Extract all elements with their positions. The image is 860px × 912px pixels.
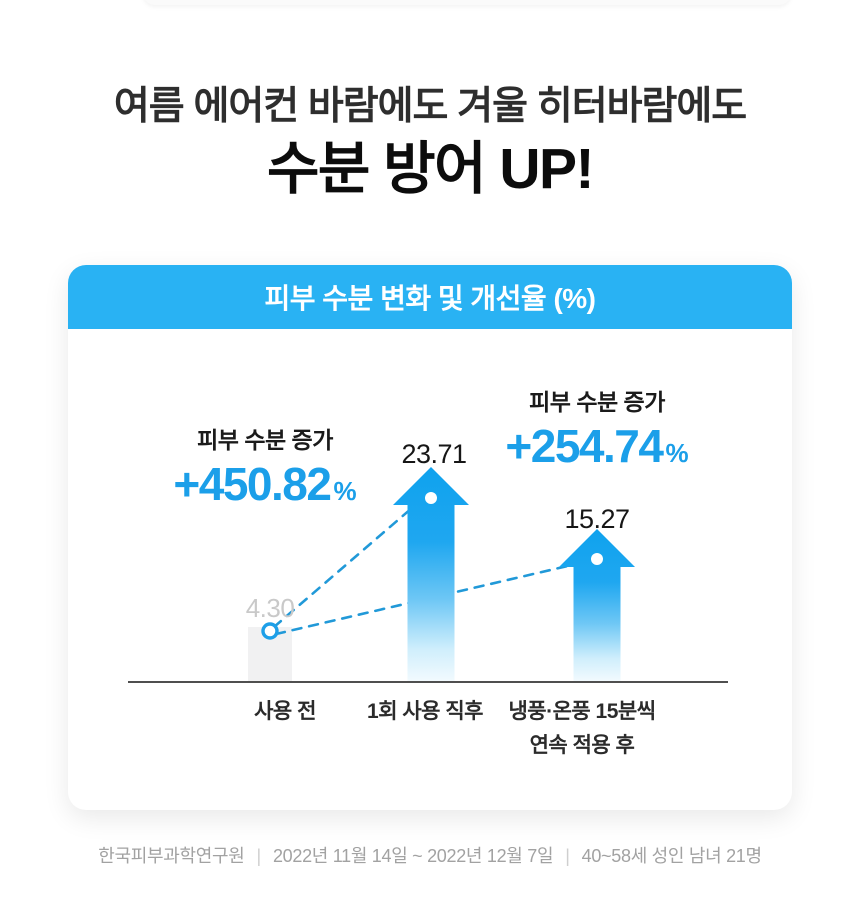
previous-section-edge	[143, 0, 791, 5]
footnote-separator: |	[256, 846, 262, 866]
arrow-dot-mid	[425, 492, 437, 504]
value-label-right: 15.27	[564, 504, 630, 534]
callout-increase-right-value: +254.74%	[505, 423, 688, 469]
value-label-mid: 23.71	[401, 439, 467, 469]
footnote-subjects: 40~58세 성인 남녀 21명	[581, 846, 762, 866]
callout-increase-mid: 피부 수분 증가 +450.82%	[173, 427, 356, 508]
callout-increase-right: 피부 수분 증가 +254.74%	[505, 389, 688, 470]
moisture-chart	[128, 467, 728, 683]
callout-increase-right-number: +254.74	[505, 420, 664, 472]
headline-line2: 수분 방어 UP!	[266, 136, 595, 201]
trend-line-mid	[272, 493, 429, 629]
callout-increase-right-unit: %	[665, 438, 689, 468]
footnote-separator: |	[565, 846, 570, 866]
arrow-dot-right	[591, 553, 603, 565]
chart-card-header: 피부 수분 변화 및 개선율 (%)	[68, 265, 792, 329]
x-label-continuous-use-line1: 냉풍·온풍 15분씩	[508, 700, 656, 723]
value-label-baseline: 4.30	[245, 593, 295, 623]
callout-increase-mid-unit: %	[333, 476, 357, 506]
chart-title: 피부 수분 변화 및 개선율 (%)	[264, 283, 596, 314]
chart-card: 피부 수분 변화 및 개선율 (%) 피부 수분 증가 +450.82% 피부 …	[68, 265, 792, 810]
arrow-bar-right	[559, 529, 635, 681]
headline: 여름 에어컨 바람에도 겨울 히터바람에도 수분 방어 UP!	[0, 85, 860, 201]
footnote-institute: 한국피부과학연구원	[98, 846, 245, 866]
x-label-continuous-use: 냉풍·온풍 15분씩 연속 적용 후	[508, 695, 656, 763]
baseline-marker-ring	[261, 622, 279, 640]
callout-increase-mid-value: +450.82%	[173, 461, 356, 507]
footnote-period: 2022년 11월 14일 ~ 2022년 12월 7일	[272, 846, 554, 866]
callout-increase-mid-number: +450.82	[173, 458, 332, 510]
study-footnote: 한국피부과학연구원 | 2022년 11월 14일 ~ 2022년 12월 7일 | 4…	[0, 842, 860, 868]
arrow-bar-mid	[393, 467, 469, 681]
x-label-before-use: 사용 전	[254, 700, 316, 723]
x-label-continuous-use-line2: 연속 적용 후	[529, 734, 635, 757]
callout-increase-right-title: 피부 수분 증가	[529, 389, 665, 415]
headline-line1: 여름 에어컨 바람에도 겨울 히터바람에도	[113, 85, 747, 128]
callout-increase-mid-title: 피부 수분 증가	[197, 427, 333, 453]
x-label-after-one-use: 1회 사용 직후	[367, 700, 483, 723]
